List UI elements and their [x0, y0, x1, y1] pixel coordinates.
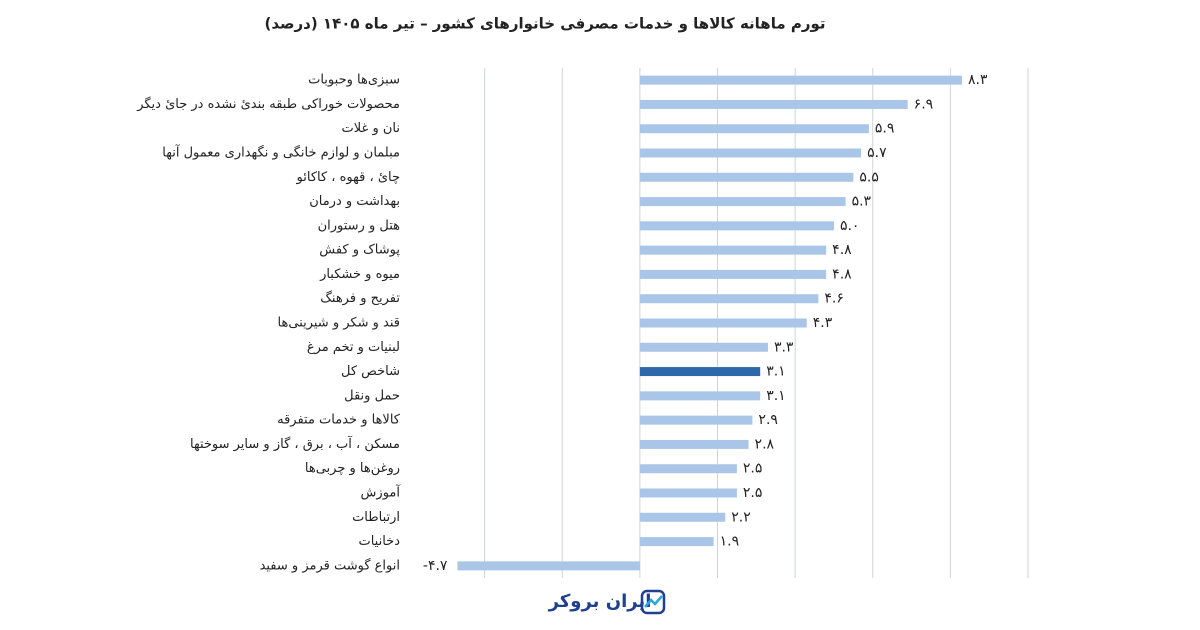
bar: [639, 391, 761, 401]
value-label: -۴.۷: [423, 558, 448, 574]
category-label: انواع گوشت قرمز و سفید: [260, 557, 400, 573]
value-label: ۸.۳: [968, 72, 988, 88]
category-label: مسکن ، آب ، برق ، گاز و سایر سوختها: [190, 435, 400, 452]
category-label: روغن‌ها و چربی‌ها: [305, 461, 400, 476]
value-label: ۱.۹: [720, 534, 740, 550]
bar: [639, 221, 834, 231]
category-label: شاخص کل: [341, 364, 400, 379]
bar: [639, 75, 963, 85]
bar: [639, 537, 714, 547]
category-label: مبلمان و لوازم خانگی و نگهداری معمول آنه…: [162, 144, 400, 161]
bar: [639, 99, 908, 109]
value-label: ۲.۸: [755, 436, 775, 452]
value-label: ۵.۳: [852, 194, 872, 210]
bar: [639, 512, 726, 522]
value-label: ۳.۱: [766, 364, 786, 380]
value-label: ۵.۷: [867, 145, 887, 161]
bar: [639, 148, 862, 158]
category-label: کالاها و خدمات متفرقه: [277, 413, 401, 428]
category-label: چائ ، قهوه ، کاکائو: [296, 170, 400, 185]
value-label: ۲.۲: [731, 509, 751, 525]
value-label: ۵.۹: [875, 121, 895, 137]
bar: [639, 367, 761, 377]
bar: [639, 197, 846, 207]
category-label: دخانیات: [358, 534, 400, 549]
bar: [639, 464, 737, 474]
category-label: هتل و رستوران: [318, 218, 401, 233]
bar: [639, 294, 819, 304]
category-label: سبزی‌ها وحبوبات: [308, 73, 400, 88]
chart-title: تورم ماهانه کالاها و خدمات مصرفی خانواره…: [264, 15, 825, 33]
category-label: پوشاک و کفش: [319, 243, 400, 258]
category-label: آموزش: [361, 484, 402, 501]
bar: [639, 342, 768, 352]
category-label: قند و شکر و شیرینی‌ها: [278, 316, 400, 331]
value-label: ۵.۵: [859, 169, 879, 185]
bar: [639, 269, 827, 279]
value-label: ۵.۰: [840, 218, 860, 234]
bar: [639, 318, 807, 328]
category-label: نان و غلات: [342, 121, 400, 136]
category-label: حمل ونقل: [344, 388, 400, 403]
bar: [639, 172, 854, 182]
bar: [639, 124, 869, 134]
bar: [457, 561, 640, 571]
bar: [639, 439, 749, 449]
category-label: بهداشت و درمان: [309, 194, 400, 209]
value-label: ۶.۹: [914, 96, 934, 112]
category-label: میوه و خشکبار: [319, 267, 400, 282]
bar: [639, 488, 737, 498]
category-label: ارتباطات: [352, 510, 400, 525]
brand-logo: [640, 589, 666, 615]
value-label: ۳.۳: [774, 339, 794, 355]
bar: [639, 245, 827, 255]
value-label: ۴.۸: [832, 266, 852, 282]
value-label: ۴.۶: [824, 291, 844, 307]
category-label: محصولات خوراکی طبقه بندئ نشده در جائ دیگ…: [136, 96, 400, 112]
value-label: ۲.۵: [743, 485, 763, 501]
value-label: ۲.۵: [743, 461, 763, 477]
value-label: ۲.۹: [758, 412, 778, 428]
value-label: ۴.۳: [813, 315, 833, 331]
bar: [639, 415, 753, 425]
category-label: لبنیات و تخم مرغ: [307, 340, 400, 355]
category-label: تفریح و فرهنگ: [320, 290, 400, 306]
value-label: ۴.۸: [832, 242, 852, 258]
value-label: ۳.۱: [766, 388, 786, 404]
brand: ایران بروکر: [548, 591, 652, 612]
